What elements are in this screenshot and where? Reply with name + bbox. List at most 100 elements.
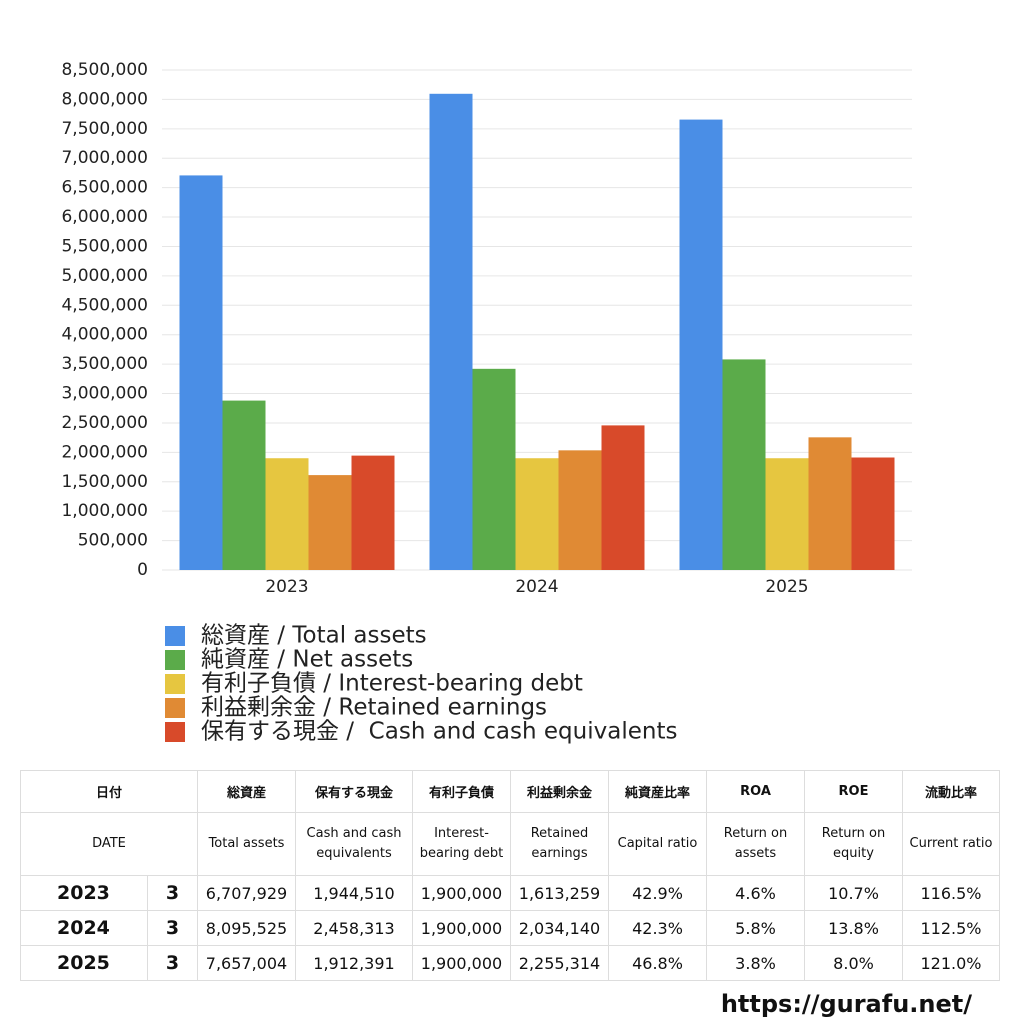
table-cell: 5.8% — [706, 910, 805, 946]
bar — [308, 475, 352, 570]
table-cell: Capital ratio — [608, 812, 707, 876]
table-cell: 46.8% — [608, 945, 707, 981]
table-cell: 1,900,000 — [412, 910, 511, 946]
y-tick-label: 0 — [137, 560, 148, 580]
bar — [179, 175, 223, 570]
legend-swatch — [165, 698, 185, 718]
legend-swatch — [165, 674, 185, 694]
x-tick-label: 2024 — [515, 577, 558, 597]
data-row: 2023 3 6,707,929 1,944,510 1,900,000 1,613,25… — [20, 875, 1000, 911]
data-row: 2024 3 8,095,525 2,458,313 1,900,000 2,034,14… — [20, 910, 1000, 946]
table-cell: 日付 — [20, 770, 198, 813]
y-tick-label: 8,500,000 — [61, 60, 148, 80]
y-tick-label: 4,000,000 — [61, 325, 148, 345]
table-cell: 1,944,510 — [295, 875, 413, 911]
table-cell: 2024 — [20, 910, 148, 946]
bar — [222, 400, 266, 570]
y-tick-label: 3,500,000 — [61, 354, 148, 374]
table-cell: Return on assets — [706, 812, 805, 876]
table-cell: 純資産比率 — [608, 770, 707, 813]
table-cell: 10.7% — [804, 875, 903, 911]
legend-label: 純資産 / Net assets — [201, 647, 413, 673]
legend-label: 利益剰余金 / Retained earnings — [201, 695, 547, 721]
bar — [265, 458, 309, 570]
y-tick-label: 7,000,000 — [61, 148, 148, 168]
bar — [808, 437, 852, 570]
table-cell: 総資産 — [197, 770, 296, 813]
table-cell: 有利子負債 — [412, 770, 511, 813]
legend-label: 有利子負債 / Interest-bearing debt — [201, 671, 583, 697]
y-tick-label: 5,000,000 — [61, 266, 148, 286]
bar — [558, 450, 602, 570]
table-cell: 42.3% — [608, 910, 707, 946]
y-tick-label: 4,500,000 — [61, 295, 148, 315]
bar — [515, 458, 559, 570]
table-cell: Return on equity — [804, 812, 903, 876]
bar — [765, 458, 809, 570]
data-row: 2025 3 7,657,004 1,912,391 1,900,000 2,255,31… — [20, 945, 1000, 981]
legend-label: 総資産 / Total assets — [201, 623, 427, 649]
table-cell: Total assets — [197, 812, 296, 876]
bar — [472, 368, 516, 570]
legend-swatch — [165, 722, 185, 742]
table-cell: 121.0% — [902, 945, 1000, 981]
y-tick-label: 6,000,000 — [61, 207, 148, 227]
table-cell: 利益剰余金 — [510, 770, 609, 813]
y-tick-label: 5,500,000 — [61, 236, 148, 256]
header-row: DATE Total assets Cash and cash equivalent… — [20, 812, 1000, 876]
legend-label: 保有する現金 / Cash and cash equivalents — [201, 719, 677, 745]
y-tick-label: 3,000,000 — [61, 384, 148, 404]
bar — [601, 425, 645, 570]
table-cell: 42.9% — [608, 875, 707, 911]
header-row: 日付 総資産 保有する現金 有利子負債 利益剰余金 純資産比率 ROA ROE 流動比率 — [20, 770, 1000, 813]
table-cell: DATE — [20, 812, 198, 876]
table-cell: 1,900,000 — [412, 945, 511, 981]
table-cell: 1,912,391 — [295, 945, 413, 981]
table-cell: 2,034,140 — [510, 910, 609, 946]
table-cell: 13.8% — [804, 910, 903, 946]
y-tick-label: 2,000,000 — [61, 442, 148, 462]
table-cell: ROA — [706, 770, 805, 813]
table-cell: 2023 — [20, 875, 148, 911]
legend-swatch — [165, 626, 185, 646]
y-tick-label: 1,000,000 — [61, 501, 148, 521]
table-cell: 2,458,313 — [295, 910, 413, 946]
table-cell: Current ratio — [902, 812, 1000, 876]
table-cell: 8,095,525 — [197, 910, 296, 946]
y-tick-label: 2,500,000 — [61, 413, 148, 433]
site-url: https://gurafu.net/ — [720, 990, 972, 1018]
table-cell: 保有する現金 — [295, 770, 413, 813]
table-cell: 7,657,004 — [197, 945, 296, 981]
table-cell: 1,900,000 — [412, 875, 511, 911]
table-cell: ROE — [804, 770, 903, 813]
table-cell: 3 — [147, 945, 198, 981]
x-tick-label: 2023 — [265, 577, 308, 597]
table-cell: 2025 — [20, 945, 148, 981]
y-tick-label: 500,000 — [78, 531, 148, 551]
chart: 0 500,000 1,000,000 1,500,000 2,000,000 2,500… — [61, 60, 912, 745]
table-cell: Cash and cash equivalents — [295, 812, 413, 876]
table-cell: 3.8% — [706, 945, 805, 981]
table-cell: Interest-bearing debt — [412, 812, 511, 876]
table-cell: 8.0% — [804, 945, 903, 981]
bar — [429, 93, 473, 570]
bar — [851, 457, 895, 570]
y-tick-label: 8,000,000 — [61, 89, 148, 109]
table-cell: 3 — [147, 910, 198, 946]
y-tick-label: 7,500,000 — [61, 119, 148, 139]
table-cell: 1,613,259 — [510, 875, 609, 911]
table-cell: 112.5% — [902, 910, 1000, 946]
y-tick-label: 1,500,000 — [61, 472, 148, 492]
data-table: 日付 総資産 保有する現金 有利子負債 利益剰余金 純資産比率 ROA ROE 流動比率 DATE… — [20, 770, 1000, 981]
bar — [351, 455, 395, 570]
table-cell: 6,707,929 — [197, 875, 296, 911]
table-cell: 流動比率 — [902, 770, 1000, 813]
table-cell: 2,255,314 — [510, 945, 609, 981]
bar — [722, 359, 766, 570]
table-cell: 4.6% — [706, 875, 805, 911]
legend-swatch — [165, 650, 185, 670]
bar — [679, 119, 723, 570]
y-tick-label: 6,500,000 — [61, 178, 148, 198]
